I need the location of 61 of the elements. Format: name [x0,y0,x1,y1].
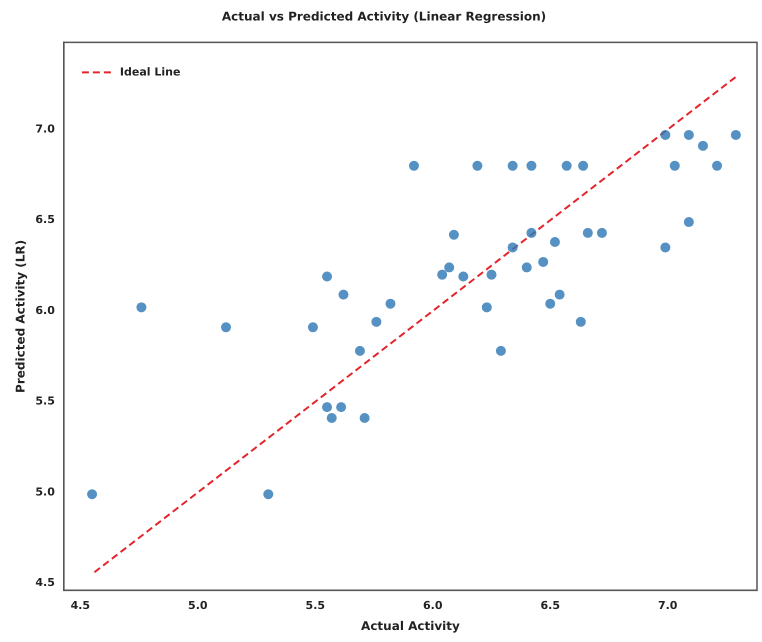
point [554,290,565,300]
point [322,402,332,412]
point [437,270,448,280]
point [263,489,274,500]
point [87,489,98,500]
point [545,298,556,309]
point [670,160,680,171]
point [486,270,496,280]
point [496,346,506,356]
x-tick-label: 6.0 [423,598,443,612]
point [596,228,607,238]
point [322,271,332,282]
point [408,160,419,171]
y-tick-label: 5.5 [35,394,55,408]
point [136,302,146,312]
point [576,316,586,327]
point [371,316,382,327]
point [326,413,337,424]
point [684,217,694,228]
point [522,262,532,272]
point [526,160,536,171]
y-tick-label: 6.0 [35,304,56,317]
point [526,228,536,238]
point [698,140,708,151]
point [336,402,346,412]
y-tick-label: 4.5 [35,576,55,589]
point [354,346,365,356]
y-tick-label: 6.5 [35,213,55,226]
y-tick-label: 5.0 [35,485,56,498]
point [448,230,459,240]
legend-label: Ideal Line [120,65,180,78]
point [360,413,370,424]
y-tick-label: 7.0 [35,122,56,136]
point [538,256,548,267]
point [385,298,396,309]
point [550,237,560,248]
point [684,130,694,140]
x-tick-label: 7.0 [658,598,678,612]
point [482,302,492,312]
chart-title: Actual vs Predicted Activity (Linear Regression) [222,9,546,24]
point [508,242,518,252]
point [712,160,722,171]
point [660,242,670,252]
point [472,160,482,171]
point [562,160,572,171]
point [338,290,348,300]
point [444,262,454,272]
x-tick-label: 4.5 [70,598,90,612]
point [582,228,593,238]
y-axis-title: Predicted Activity (LR) [13,240,28,393]
point [458,271,468,282]
point [660,130,670,140]
point [578,160,588,171]
point [730,130,741,140]
point [508,160,518,171]
point [221,322,232,332]
x-tick-label: 5.0 [188,598,208,612]
point [308,322,318,332]
x-axis-title: Actual Activity [361,618,460,633]
x-tick-label: 5.5 [306,598,326,612]
x-tick-label: 6.5 [540,598,560,612]
